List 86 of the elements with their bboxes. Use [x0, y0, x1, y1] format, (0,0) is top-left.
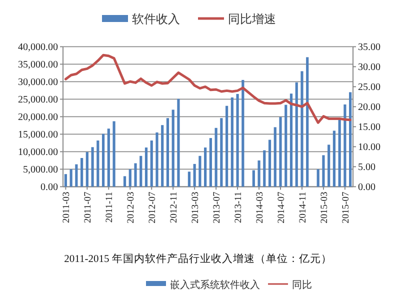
bar [172, 110, 174, 187]
bar [236, 94, 239, 187]
legend-label: 同比增速 [228, 12, 276, 26]
bar [225, 106, 228, 187]
bar [306, 57, 309, 187]
y2-tick-label: 20.00 [358, 102, 380, 114]
x-tick-label: 2013-03 [191, 191, 202, 224]
bar [134, 163, 137, 187]
bar [128, 169, 132, 187]
y-tick-label: 20,000.00 [18, 112, 58, 124]
x-tick-label: 2015-03 [320, 191, 330, 224]
x-tick-label: 2012-11 [170, 191, 180, 224]
bar [102, 134, 105, 187]
bar [166, 118, 170, 187]
bar [107, 128, 110, 187]
bar [193, 164, 196, 187]
y2-tick-label: 0.00 [358, 182, 376, 194]
bar [328, 144, 330, 187]
bar [140, 156, 142, 187]
bar [198, 156, 202, 187]
x-tick-label: 2011-07 [84, 191, 94, 224]
y2-tick-label: 15.00 [358, 122, 380, 134]
bar [86, 152, 88, 187]
bar [209, 138, 212, 187]
bar [80, 158, 84, 187]
bar [123, 176, 126, 187]
bar [258, 160, 260, 187]
y-tick-label: 25,000.00 [18, 94, 58, 106]
x-tick-label: 2011-03 [62, 191, 72, 224]
bar [150, 140, 153, 187]
y-tick-label: 10,000.00 [18, 147, 58, 158]
bar [268, 140, 272, 187]
bar [91, 147, 94, 187]
bar [295, 82, 298, 187]
bar [338, 118, 341, 187]
text: 2011-2015 年国内软件产品行业收入增速（单位：亿元） [64, 252, 332, 265]
x-tick-label: 2014-03 [256, 191, 266, 224]
x-tick-label: 2015-07 [341, 191, 352, 224]
bar [344, 104, 346, 187]
x-tick-label: 2013-07 [212, 191, 223, 224]
y2-tick-label: 25.00 [358, 82, 380, 94]
legend-label: 软件收入 [132, 12, 180, 26]
bar [349, 92, 352, 187]
x-tick-label: 2011-11 [105, 191, 116, 223]
bar [220, 118, 223, 187]
bar [284, 104, 288, 187]
x-tick-label: 2013-11 [234, 191, 244, 224]
y-tick-label: 40,000.00 [18, 42, 58, 54]
y2-tick-label: 10.00 [358, 142, 380, 154]
y-tick-label: 15,000.00 [18, 130, 58, 141]
bar [70, 169, 72, 187]
bar [230, 97, 234, 187]
bar [316, 169, 320, 187]
bar [332, 130, 336, 187]
bar [161, 125, 164, 187]
text: 嵌入式系统软件收入 [170, 279, 260, 291]
bar [96, 140, 100, 187]
bar [156, 132, 158, 187]
y-tick-label: 0.00 [40, 182, 58, 194]
x-tick-label: 2012-07 [148, 191, 158, 224]
y2-tick-label: 35.00 [358, 42, 380, 54]
bar [322, 155, 325, 187]
bar [112, 121, 116, 187]
x-tick-label: 2014-11 [298, 191, 308, 224]
bar [263, 150, 266, 187]
y2-tick-label: 30.00 [358, 62, 380, 74]
text: 同比 [292, 279, 312, 291]
y2-tick-label: 5.00 [358, 162, 376, 174]
bar [214, 128, 218, 187]
x-tick-label: 2014-07 [277, 191, 287, 224]
bar [279, 117, 282, 187]
y-tick-label: 35,000.00 [18, 60, 58, 71]
bar [204, 148, 207, 187]
bar [75, 164, 78, 187]
bar [188, 172, 191, 187]
y-tick-label: 30,000.00 [18, 77, 58, 88]
bar [177, 98, 180, 187]
y-tick-label: 5,000.00 [23, 164, 58, 176]
bar [274, 127, 276, 187]
bar [300, 71, 304, 187]
x-tick-label: 2012-03 [126, 191, 137, 224]
bar [144, 148, 148, 187]
bar [290, 94, 293, 187]
bar [252, 170, 255, 187]
bar [64, 174, 67, 187]
bar [242, 80, 244, 187]
